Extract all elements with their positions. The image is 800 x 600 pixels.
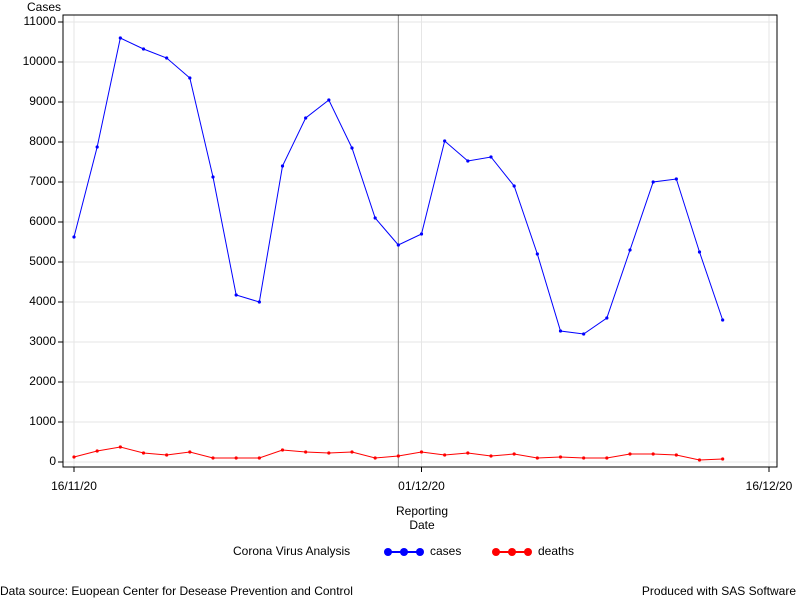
legend-marker [508,548,516,556]
data-point [257,300,261,304]
legend-marker [492,548,500,556]
plot-frame [62,14,778,468]
y-tick-label: 3000 [29,334,56,348]
data-point [628,248,632,252]
legend-title: Corona Virus Analysis [233,544,350,558]
data-point [535,456,539,460]
data-point [466,159,470,163]
data-point [327,451,331,455]
data-point [188,450,192,454]
data-point [257,456,261,460]
y-tick-label: 2000 [29,374,56,388]
y-tick-label: 8000 [29,134,56,148]
legend-marker [384,548,392,556]
data-point [582,332,586,336]
data-point [396,454,400,458]
data-point [304,116,308,120]
data-point [234,456,238,460]
data-point [697,250,702,254]
data-point [721,457,725,461]
footnote: Produced with SAS Software [642,584,796,598]
data-point [535,252,539,256]
data-point [489,454,493,458]
data-point [350,146,354,150]
y-tick-label: 0 [49,454,56,468]
data-point [211,456,215,460]
data-point [141,47,146,51]
data-point [304,450,308,454]
y-tick-label: 5000 [29,254,56,268]
legend-marker [416,548,424,556]
data-point [280,164,285,168]
data-point [419,450,424,454]
data-point [188,76,192,80]
data-point [558,329,563,333]
y-tick-label: 6000 [29,214,56,228]
data-point [443,453,447,457]
y-tick-label: 1000 [29,414,56,428]
x-axis-title: Date [409,518,435,532]
data-point [280,448,285,452]
data-point [234,293,238,297]
footnote: Data source: Euopean Center for Desease … [0,584,353,598]
data-point [72,455,76,459]
y-axis-title: Cases [27,0,61,14]
data-point [512,184,516,188]
y-tick-label: 9000 [29,94,56,108]
legend-marker [524,548,532,556]
data-point [628,452,632,456]
data-point [443,139,447,143]
data-point [396,243,400,247]
data-point [582,456,586,460]
data-point [118,36,122,40]
data-point [165,453,169,457]
legend-label: cases [430,544,461,558]
data-point [118,445,122,449]
legend-marker [400,548,408,556]
data-point [373,456,377,460]
data-point [512,452,516,456]
data-point [697,458,702,462]
legend-label: deaths [538,544,574,558]
data-point [95,145,99,149]
data-point [489,155,493,159]
data-point [674,177,678,181]
data-point [350,450,354,454]
y-tick-label: 7000 [29,174,56,188]
data-point [95,449,99,453]
data-point [721,318,725,322]
data-point [605,316,609,320]
data-point [674,453,678,457]
x-tick-label: 16/12/20 [746,479,793,493]
y-tick-label: 10000 [23,54,57,68]
data-point [373,216,377,220]
x-axis-title: Reporting [396,504,448,518]
data-point [558,455,563,459]
y-tick-label: 11000 [24,14,57,28]
data-point [651,180,655,184]
data-point [165,56,169,60]
data-point [141,451,146,455]
data-point [72,235,76,239]
y-tick-label: 4000 [29,294,56,308]
data-point [419,232,424,236]
x-tick-label: 01/12/20 [398,479,445,493]
x-tick-label: 16/11/20 [51,479,97,493]
data-point [651,452,655,456]
data-point [466,451,470,455]
data-point [605,456,609,460]
data-point [211,175,215,179]
data-point [327,98,331,102]
